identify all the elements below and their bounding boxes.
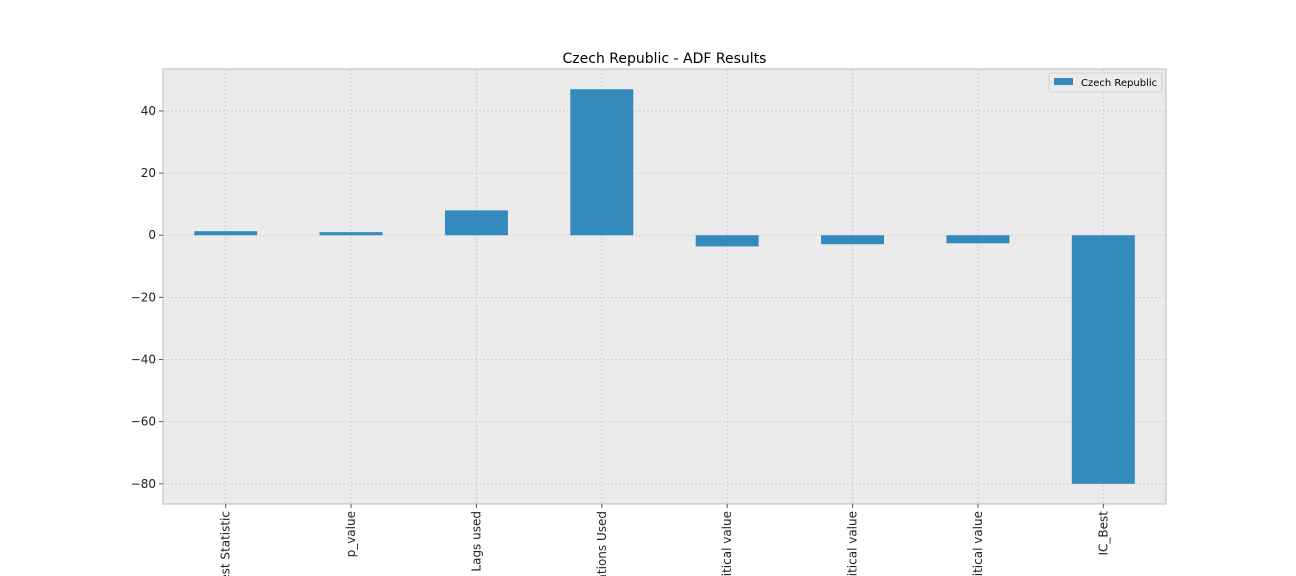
plot-area (163, 69, 1166, 504)
y-tick-label: −80 (131, 477, 156, 491)
y-axis: −80 −60 −40 −20 0 20 40 (131, 104, 163, 491)
bar (570, 89, 634, 236)
plot-frame (162, 68, 1167, 505)
y-tick-label: −20 (131, 290, 156, 304)
bar (319, 232, 383, 236)
legend: Czech Republic (1048, 72, 1163, 93)
bar (946, 235, 1010, 244)
bars-group (194, 89, 1135, 484)
x-tick-label: ritical value (971, 511, 985, 576)
y-tick-label: −40 (131, 353, 156, 367)
x-tick-label: Lags used (469, 511, 483, 572)
x-tick-label: p_value (344, 511, 358, 557)
bar (1071, 235, 1135, 484)
legend-swatch (1054, 78, 1073, 85)
bar (821, 235, 885, 245)
x-tick-label: ations Used (595, 511, 609, 576)
legend-box (1048, 72, 1163, 93)
bar (695, 235, 759, 247)
y-tick-label: 40 (141, 104, 156, 118)
legend-label: Czech Republic (1081, 78, 1157, 89)
x-tick-label: IC_Best (1096, 511, 1110, 556)
chart-title: Czech Republic - ADF Results (563, 51, 767, 67)
y-tick-label: 20 (141, 166, 156, 180)
bar (444, 210, 508, 236)
x-axis: est Statistic p_value Lags used ations Used… (219, 504, 1110, 576)
y-tick-label: −60 (131, 415, 156, 429)
y-tick-label: 0 (148, 228, 156, 242)
bar (194, 231, 258, 236)
x-tick-label: est Statistic (219, 511, 233, 576)
x-tick-label: ritical value (846, 511, 860, 576)
x-tick-label: ritical value (720, 511, 734, 576)
